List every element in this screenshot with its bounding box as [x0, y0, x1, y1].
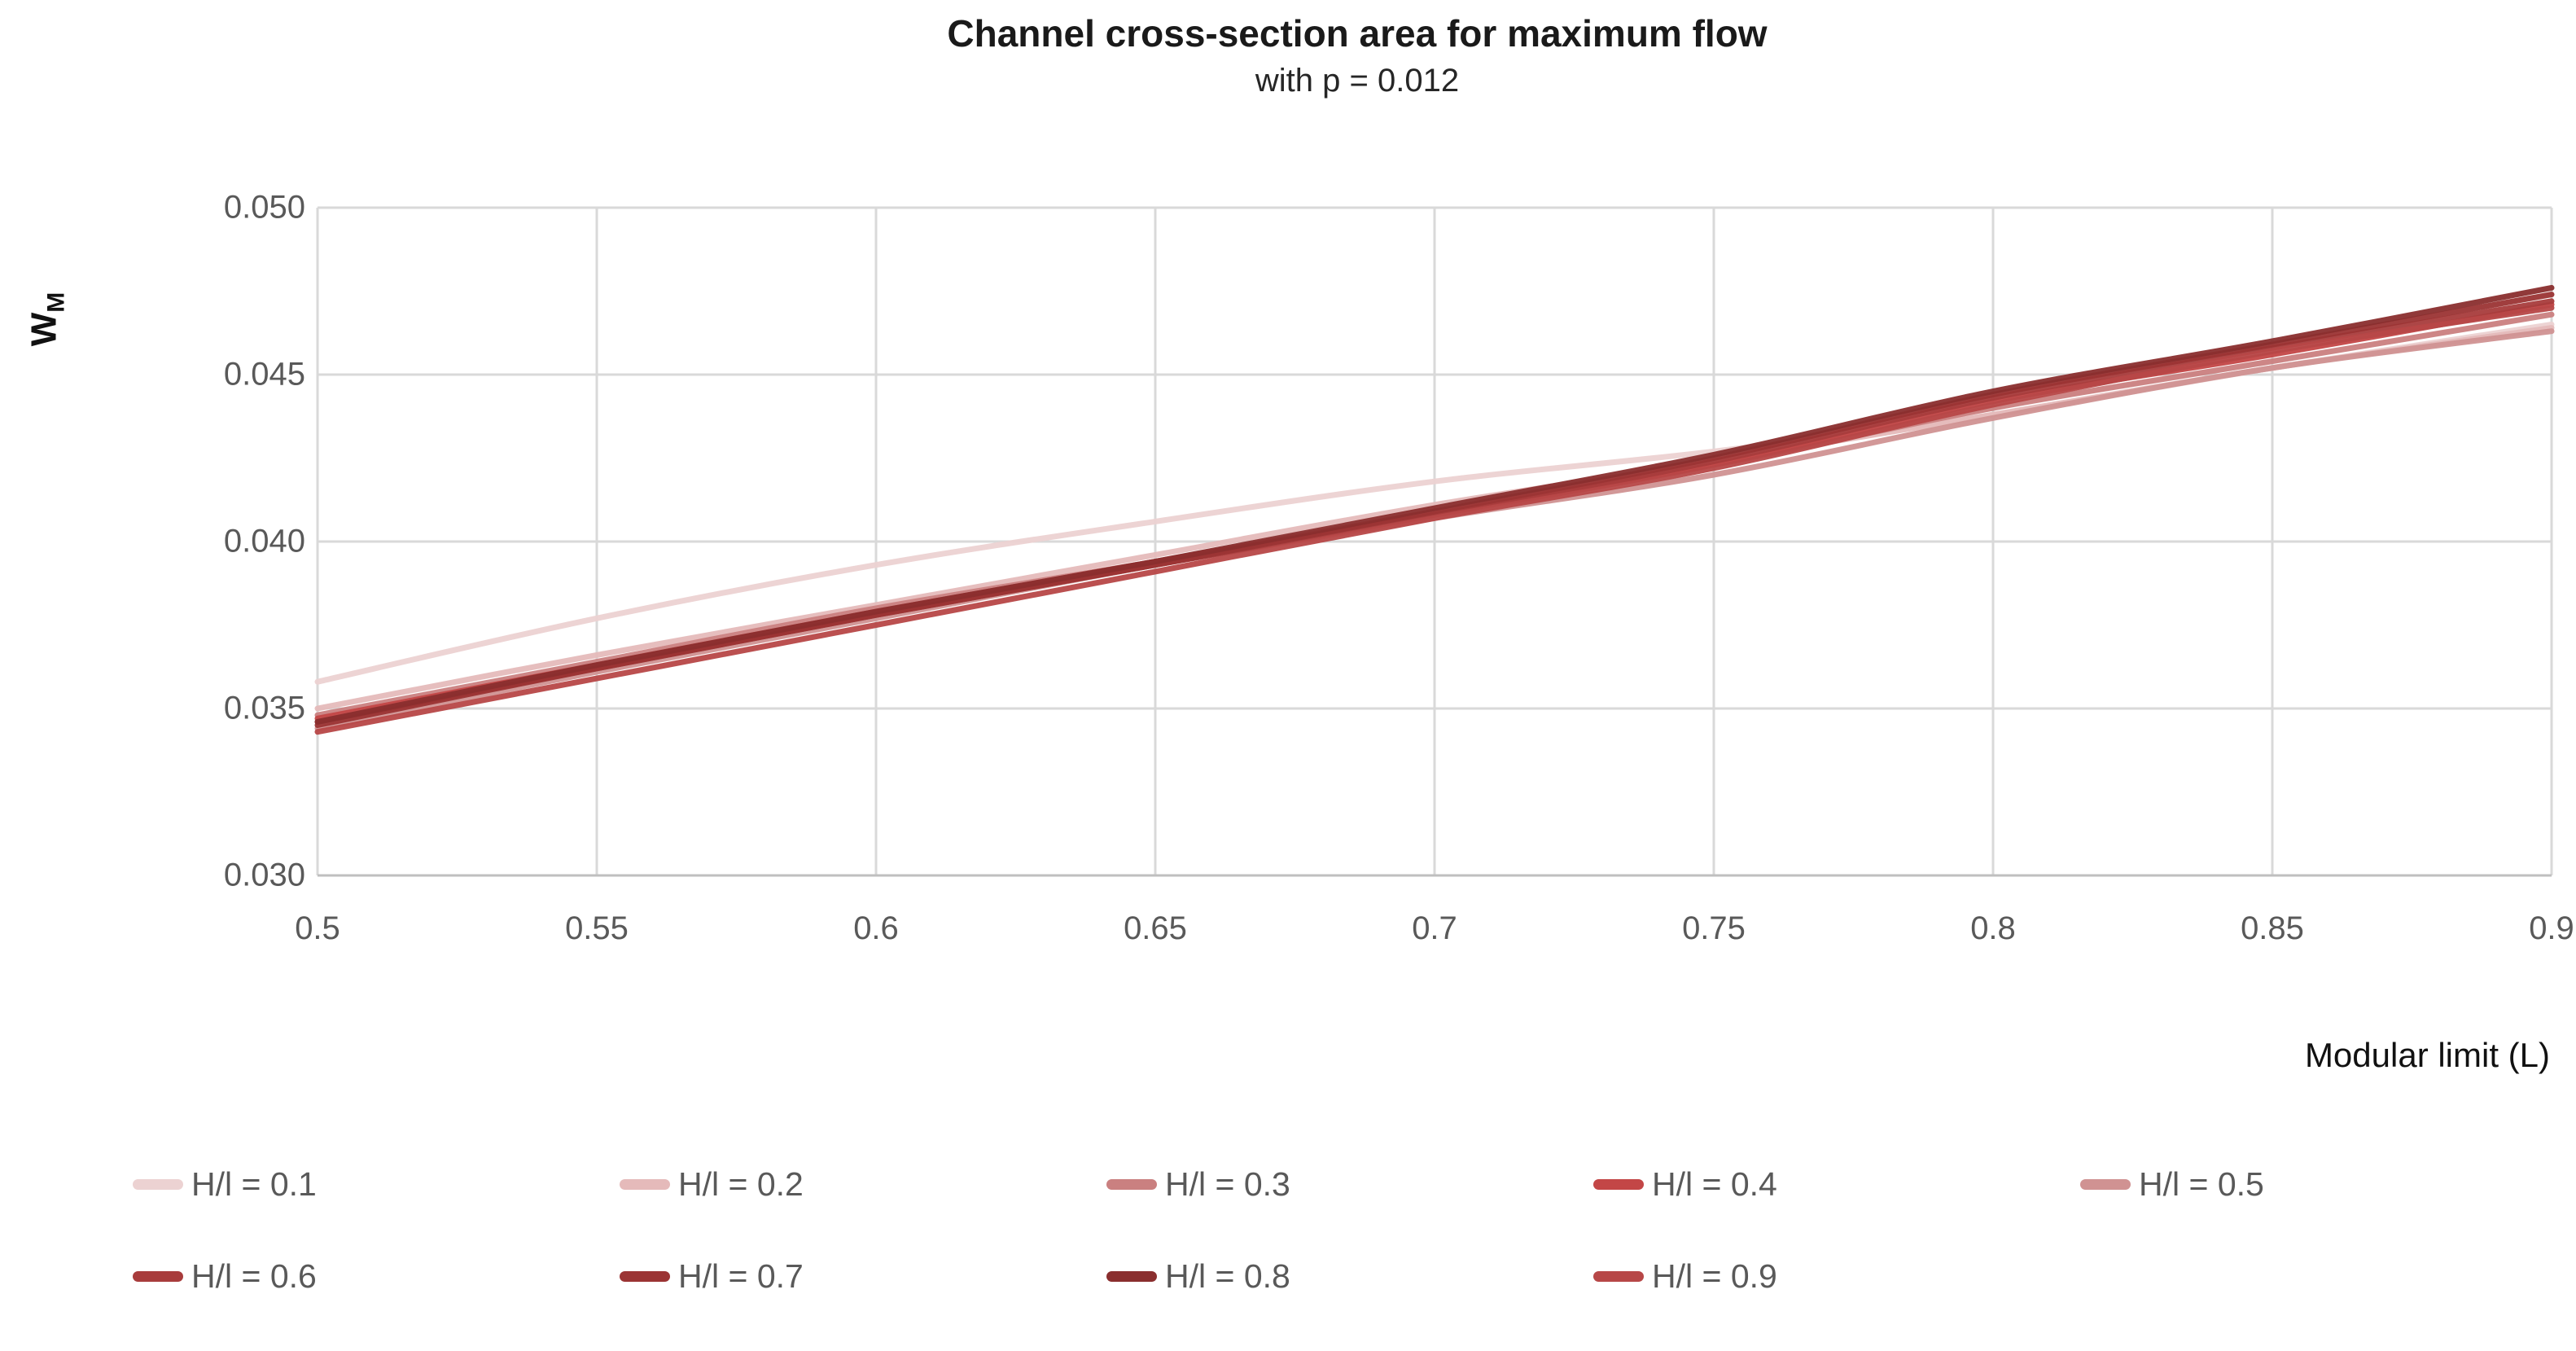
legend-item-2: H/l = 0.3: [1106, 1138, 1593, 1230]
x-tick-label: 0.75: [1682, 910, 1746, 946]
legend-swatch-icon: [620, 1271, 670, 1282]
legend-label: H/l = 0.4: [1652, 1165, 1777, 1203]
y-axis-title: WM: [24, 292, 71, 347]
legend-label: H/l = 0.8: [1165, 1257, 1290, 1295]
x-tick-label: 0.55: [565, 910, 629, 946]
y-tick-label: 0.035: [223, 690, 305, 726]
legend-item-6: H/l = 0.7: [620, 1230, 1106, 1322]
series-line-7: [314, 284, 2555, 725]
legend-item-7: H/l = 0.8: [1106, 1230, 1593, 1322]
x-axis-title: Modular limit (L): [2304, 1036, 2550, 1074]
legend-swatch-icon: [2080, 1179, 2131, 1190]
x-tick-label: 0.8: [1970, 910, 2016, 946]
legend-label: H/l = 0.1: [191, 1165, 317, 1203]
chart-title-block: Channel cross-section area for maximum f…: [138, 11, 2576, 99]
legend-item-3: H/l = 0.4: [1593, 1138, 2080, 1230]
legend-label: H/l = 0.9: [1652, 1257, 1777, 1295]
legend-label: H/l = 0.6: [191, 1257, 317, 1295]
x-tick-label: 0.6: [853, 910, 899, 946]
legend-label: H/l = 0.7: [678, 1257, 804, 1295]
legend-item-1: H/l = 0.2: [620, 1138, 1106, 1230]
x-tick-label: 0.7: [1412, 910, 1457, 946]
y-tick-label: 0.030: [223, 857, 305, 893]
legend-item-8: H/l = 0.9: [1593, 1230, 2080, 1322]
plot-area: [314, 206, 2555, 877]
x-tick-label: 0.65: [1124, 910, 1187, 946]
y-tick-label: 0.040: [223, 523, 305, 559]
x-tick-label: 0.85: [2241, 910, 2304, 946]
y-tick-label: 0.050: [223, 189, 305, 226]
legend-label: H/l = 0.2: [678, 1165, 804, 1203]
chart-title: Channel cross-section area for maximum f…: [947, 12, 1768, 55]
x-tick-label: 0.5: [295, 910, 340, 946]
series-line-8: [314, 305, 2555, 735]
legend-item-0: H/l = 0.1: [133, 1138, 620, 1230]
y-axis-title-main: W: [24, 312, 64, 347]
y-axis-title-sub: M: [42, 292, 70, 313]
y-tick-label: 0.045: [223, 356, 305, 393]
legend-swatch-icon: [133, 1271, 183, 1282]
x-tick-label: 0.9: [2529, 910, 2574, 946]
legend-swatch-icon: [1593, 1179, 1644, 1190]
legend-item-5: H/l = 0.6: [133, 1230, 620, 1322]
legend-label: H/l = 0.3: [1165, 1165, 1290, 1203]
series-line-6: [314, 292, 2555, 728]
legend-swatch-icon: [133, 1179, 183, 1190]
legend-swatch-icon: [1106, 1271, 1157, 1282]
legend-label: H/l = 0.5: [2139, 1165, 2264, 1203]
legend: H/l = 0.1 H/l = 0.2 H/l = 0.3 H/l = 0.4 H/l …: [133, 1138, 2576, 1322]
legend-swatch-icon: [620, 1179, 670, 1190]
legend-swatch-icon: [1593, 1271, 1644, 1282]
chart-subtitle: with p = 0.012: [1255, 63, 1460, 99]
legend-swatch-icon: [1106, 1179, 1157, 1190]
chart-canvas: [314, 206, 2555, 877]
legend-item-4: H/l = 0.5: [2080, 1138, 2567, 1230]
